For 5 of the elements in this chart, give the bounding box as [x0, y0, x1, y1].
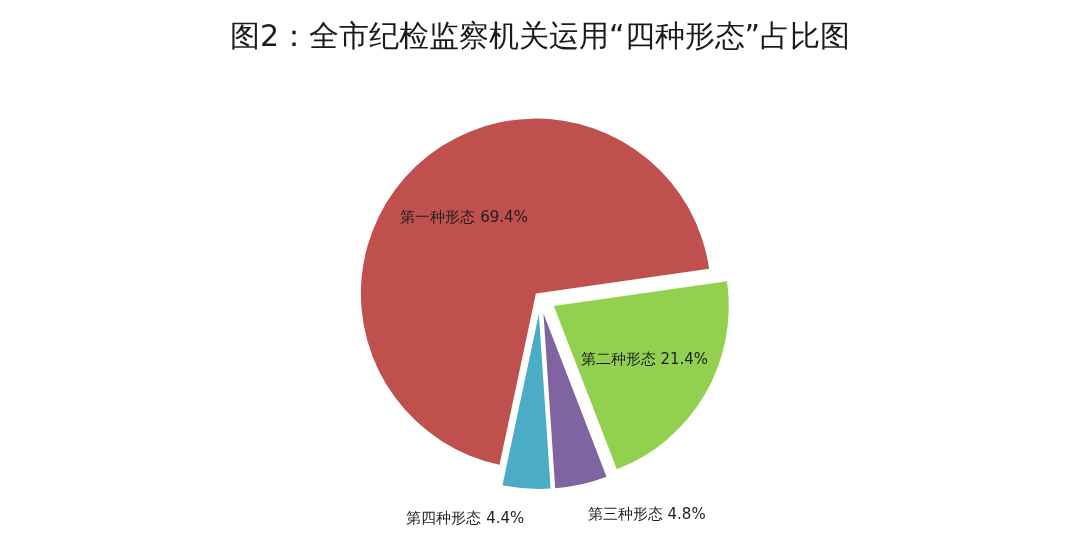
slice-label: 第三种形态 4.8% — [587, 504, 706, 523]
slice-label: 第四种形态 4.4% — [406, 509, 525, 528]
chart-title: 图2：全市纪检监察机关运用“四种形态”占比图 — [229, 18, 851, 53]
slice-label: 第二种形态 21.4% — [580, 350, 709, 369]
slice-label: 第一种形态 69.4% — [400, 207, 528, 226]
